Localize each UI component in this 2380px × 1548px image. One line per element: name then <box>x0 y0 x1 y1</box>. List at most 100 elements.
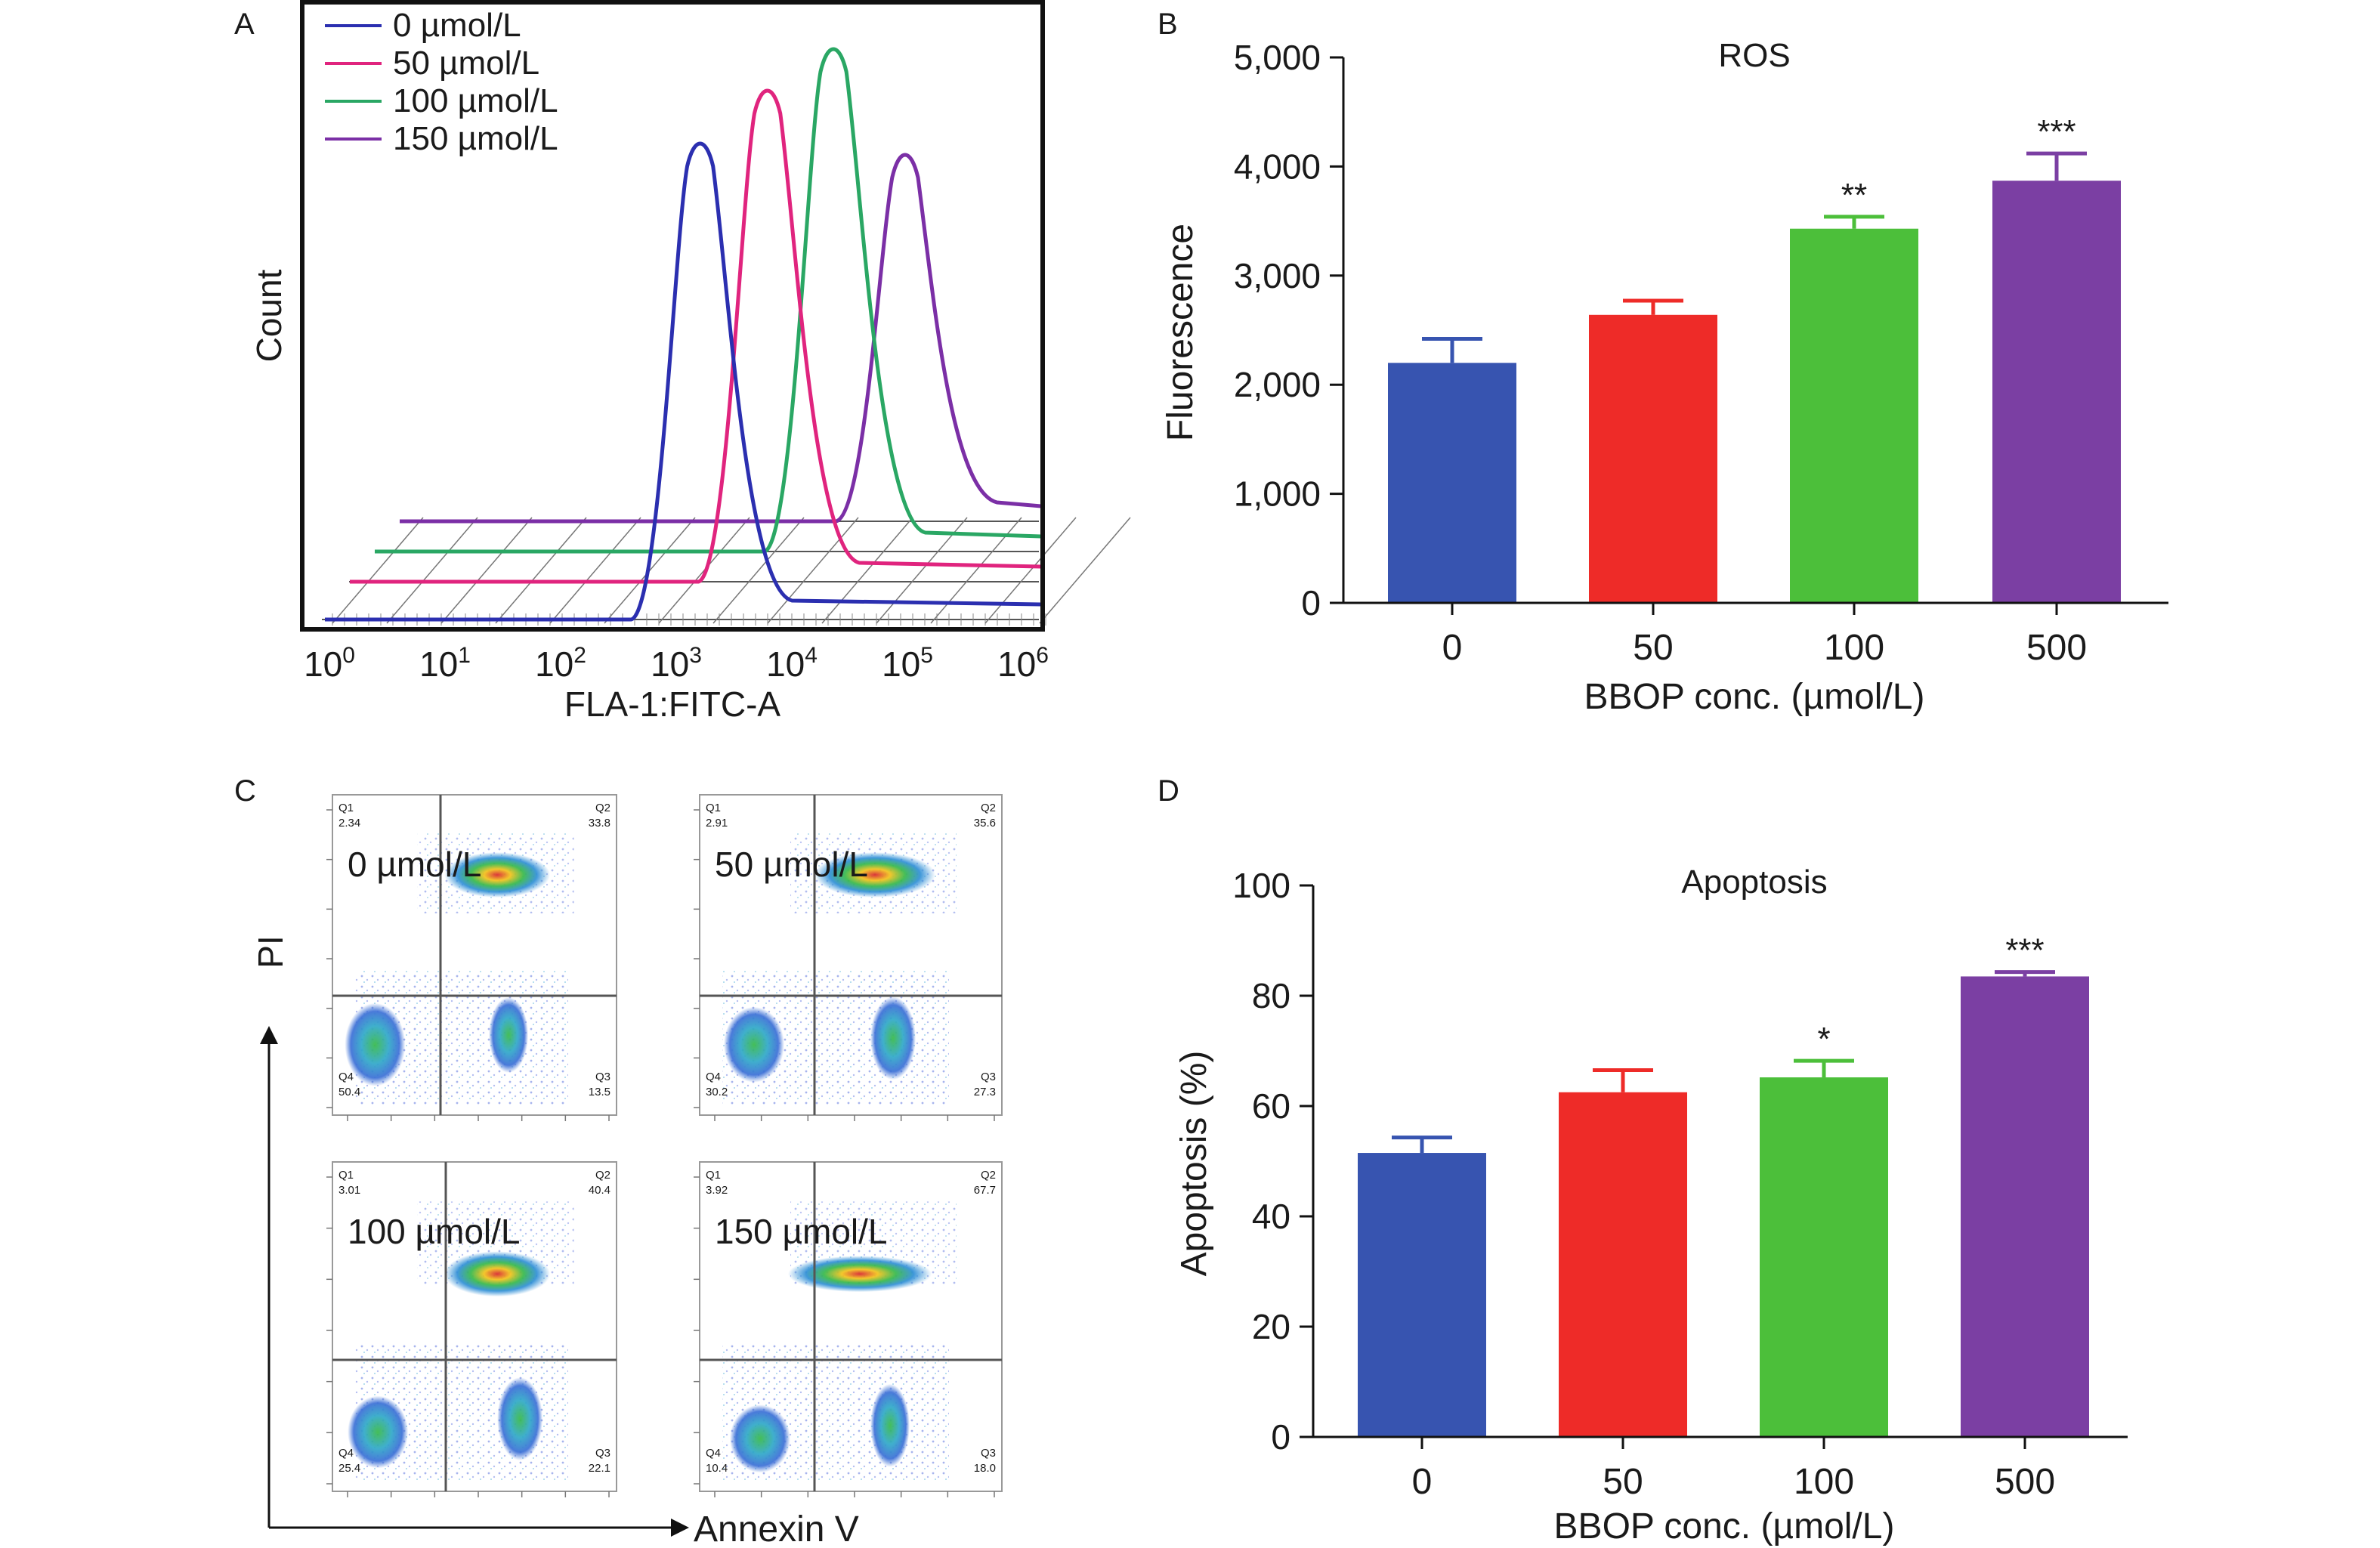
quadrant-name: Q1 <box>338 1169 354 1182</box>
population-cluster <box>345 1003 406 1086</box>
y-tick-label: 80 <box>1252 976 1290 1015</box>
population-cluster <box>444 852 551 898</box>
bar <box>1559 1092 1687 1437</box>
x-tick-label: 101 <box>419 643 471 684</box>
bar <box>1760 1077 1888 1437</box>
grid-diagonal <box>821 517 913 624</box>
y-tick-label: 40 <box>1252 1197 1290 1236</box>
bar <box>1589 314 1717 603</box>
significance-marker: * <box>1817 1021 1830 1058</box>
y-tick-label: 0 <box>1271 1417 1290 1457</box>
population-cluster <box>730 1404 790 1473</box>
y-tick-label: 100 <box>1232 866 1290 905</box>
legend-entry: 150 µmol/L <box>393 120 558 157</box>
grid-diagonal <box>549 517 641 624</box>
grid-diagonal <box>658 517 750 624</box>
quadrant-name: Q1 <box>706 802 721 814</box>
quadrant-percentage: 2.91 <box>706 817 728 830</box>
concentration-label: 150 µmol/L <box>715 1212 888 1251</box>
quadrant-percentage: 22.1 <box>589 1462 610 1475</box>
significance-marker: *** <box>2037 113 2076 150</box>
population-cluster <box>724 1006 784 1083</box>
concentration-label: 50 µmol/L <box>715 845 868 884</box>
x-tick-label: 100 <box>1824 628 1884 668</box>
y-tick-label: 0 <box>1301 583 1321 623</box>
x-tick-label: 0 <box>1442 628 1463 668</box>
scatter-plots: Q1 2.34 Q2 33.8 Q3 13.5 Q4 50.4 0 µmol/L Q1 2.91 Q2… <box>326 794 1003 1497</box>
quadrant-percentage: 30.2 <box>706 1086 728 1098</box>
bar <box>1358 1153 1486 1437</box>
significance-marker: *** <box>2005 932 2044 969</box>
apoptosis-bars: **** <box>1358 932 2089 1437</box>
legend-entry: 50 µmol/L <box>393 45 539 82</box>
quadrant-name: Q2 <box>595 1169 610 1182</box>
quadrant-percentage: 67.7 <box>974 1184 996 1197</box>
legend-entry: 100 µmol/L <box>393 82 558 119</box>
population-cluster <box>814 852 935 898</box>
histogram-curve <box>400 153 1042 524</box>
apoptosis-y-axis-label: Apoptosis (%) <box>1174 1051 1214 1277</box>
histogram-curve <box>350 88 1042 584</box>
population-cluster <box>348 1395 409 1469</box>
bar <box>1388 363 1516 603</box>
y-tick-label: 1,000 <box>1234 474 1321 514</box>
x-tick-label: 500 <box>1995 1462 2055 1502</box>
x-tick-label: 103 <box>651 643 702 684</box>
scatter-plot: Q1 3.01 Q2 40.4 Q3 22.1 Q4 25.4 100 µmol/L <box>326 1161 617 1497</box>
quadrant-name: Q3 <box>595 1071 610 1083</box>
quadrant-name: Q4 <box>706 1447 721 1460</box>
panel-letter-b: B <box>1158 8 1178 41</box>
histogram-frame <box>300 0 1045 632</box>
x-tick-label: 50 <box>1633 628 1673 668</box>
y-tick-label: 2,000 <box>1234 365 1321 404</box>
quadrant-name: Q2 <box>981 802 996 814</box>
quadrant-percentage: 50.4 <box>338 1086 360 1098</box>
quadrant-percentage: 40.4 <box>589 1184 610 1197</box>
quadrant-name: Q3 <box>981 1447 996 1460</box>
quadrant-name: Q4 <box>338 1071 354 1083</box>
quadrant-percentage: 2.34 <box>338 817 360 830</box>
ros-bars: ***** <box>1388 113 2121 603</box>
quadrant-percentage: 25.4 <box>338 1462 360 1475</box>
quadrant-percentage: 10.4 <box>706 1462 728 1475</box>
grid-diagonal <box>712 517 805 624</box>
x-tick-label: 105 <box>882 643 933 684</box>
ros-axes: 0 50 100 500 0 1,000 2,000 3,000 4,000 5,000 <box>1234 38 2168 668</box>
y-tick-label: 20 <box>1252 1307 1290 1346</box>
grid-diagonal <box>440 517 533 624</box>
histogram-x-ticks: 100 101 102 103 104 105 106 <box>304 643 1049 684</box>
ros-chart-title: ROS <box>1718 37 1790 74</box>
population-cluster <box>444 1251 551 1297</box>
panel-letter-a: A <box>234 8 255 41</box>
x-tick-label: 50 <box>1603 1462 1643 1502</box>
population-cluster <box>870 996 916 1080</box>
panel-letter-c: C <box>234 774 256 808</box>
quadrant-percentage: 18.0 <box>974 1462 996 1475</box>
grid-diagonal <box>1039 517 1131 624</box>
quadrant-name: Q1 <box>338 802 354 814</box>
quadrant-name: Q4 <box>338 1447 354 1460</box>
x-tick-label: 100 <box>1794 1462 1854 1502</box>
bar <box>1790 228 1918 603</box>
y-tick-label: 4,000 <box>1234 147 1321 186</box>
quadrant-percentage: 27.3 <box>974 1086 996 1098</box>
quadrant-name: Q2 <box>595 802 610 814</box>
quadrant-percentage: 13.5 <box>589 1086 610 1098</box>
y-tick-label: 3,000 <box>1234 256 1321 295</box>
panel-letter-d: D <box>1158 774 1179 808</box>
quadrant-percentage: 35.6 <box>974 817 996 830</box>
quadrant-percentage: 33.8 <box>589 817 610 830</box>
ros-y-axis-label: Fluorescence <box>1161 224 1201 441</box>
pi-axis-label: PI <box>251 935 290 968</box>
histogram-curve <box>375 47 1042 554</box>
histogram-curve <box>325 141 1042 622</box>
apoptosis-chart-title: Apoptosis <box>1681 864 1827 901</box>
quadrant-name: Q4 <box>706 1071 721 1083</box>
x-tick-label: 0 <box>1412 1462 1433 1502</box>
annexin-axis-label: Annexin V <box>694 1509 859 1548</box>
bar-chart-ros: ROS ***** 0 50 100 50001,0002,0003,0004,000… <box>1161 37 2168 717</box>
grid-diagonal <box>767 517 859 624</box>
quadrant-name: Q3 <box>981 1071 996 1083</box>
